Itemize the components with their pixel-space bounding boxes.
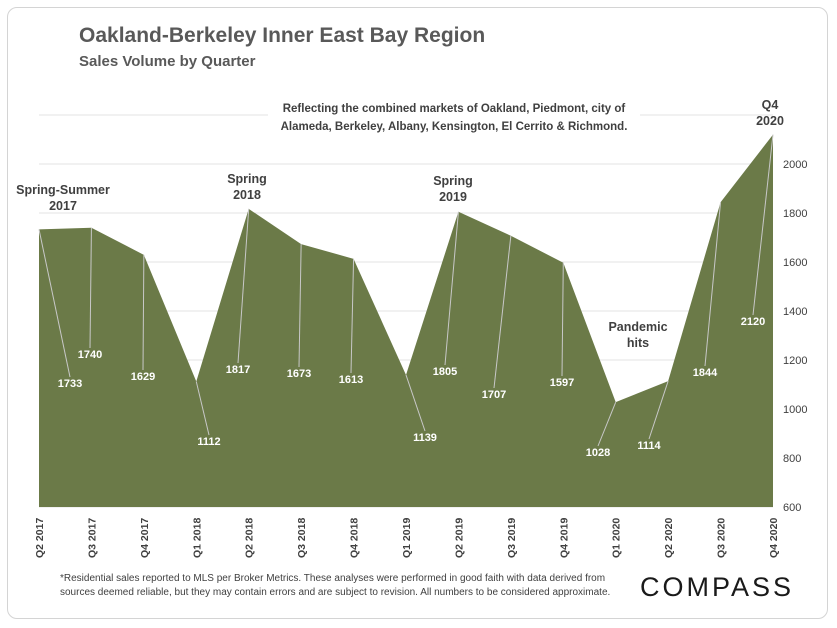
chart-title: Oakland-Berkeley Inner East Bay Region: [79, 24, 486, 47]
y-tick-label: 600: [783, 502, 801, 514]
data-label: 1733: [58, 378, 82, 390]
data-label: 1629: [131, 371, 155, 383]
leader-line: [597, 401, 617, 447]
data-label: 1817: [226, 364, 250, 376]
leader-line: [350, 258, 355, 374]
annotation-label: Spring-Summer: [16, 183, 110, 197]
x-tick-label: Q2 2017: [34, 518, 46, 558]
region-note-line-1: Reflecting the combined markets of Oakla…: [282, 103, 626, 115]
leader-line: [648, 380, 669, 440]
data-label: 1673: [287, 368, 311, 380]
y-tick-label: 1200: [783, 355, 807, 367]
annotation-label: 2017: [49, 199, 77, 213]
data-label: 2120: [741, 316, 765, 328]
y-tick-label: 1400: [783, 306, 807, 318]
leader-line: [704, 202, 722, 367]
leader-line: [195, 381, 210, 436]
data-label: 1139: [413, 432, 437, 444]
annotation-label: Spring: [227, 172, 267, 186]
x-tick-label: Q4 2019: [558, 518, 570, 558]
leader-line: [493, 235, 512, 389]
data-label: 1707: [482, 389, 506, 401]
x-tick-label: Q1 2020: [611, 518, 623, 558]
leader-line: [752, 134, 774, 316]
footnote: *Residential sales reported to MLS per B…: [60, 573, 611, 598]
data-label: 1844: [693, 367, 718, 379]
x-tick-label: Q4 2017: [139, 518, 151, 558]
data-label: 1114: [637, 440, 661, 452]
data-label: 1805: [433, 366, 457, 378]
x-tick-label: Q3 2020: [716, 518, 728, 558]
data-label: 1112: [197, 436, 220, 448]
annotation-label: 2018: [233, 188, 261, 202]
annotation-label: 2019: [439, 190, 467, 204]
region-note-line-2: Alameda, Berkeley, Albany, Kensington, E…: [280, 121, 628, 133]
leader-line: [237, 208, 250, 364]
leader-line: [298, 244, 302, 368]
chart-subtitle: Sales Volume by Quarter: [79, 53, 256, 70]
data-label: 1597: [550, 377, 574, 389]
x-tick-label: Q1 2019: [401, 518, 413, 558]
leader-line: [142, 254, 145, 371]
annotation-label: 2020: [756, 114, 784, 128]
leader-line: [38, 229, 71, 378]
annotation-label: Spring: [433, 174, 473, 188]
leader-line: [561, 262, 564, 377]
x-tick-label: Q3 2019: [506, 518, 518, 558]
y-tick-label: 2000: [783, 159, 807, 171]
region-note: Reflecting the combined markets of Oakla…: [268, 100, 640, 136]
data-label: 1740: [78, 349, 102, 361]
sales-area: [39, 134, 773, 507]
x-tick-label: Q2 2020: [663, 518, 675, 558]
y-tick-label: 1000: [783, 404, 807, 416]
x-tick-label: Q4 2020: [768, 518, 780, 558]
x-tick-label: Q2 2018: [244, 518, 256, 558]
x-tick-label: Q3 2018: [296, 518, 308, 558]
y-tick-label: 1800: [783, 208, 807, 220]
y-tick-label: 800: [783, 453, 801, 465]
leader-line: [444, 211, 459, 366]
leader-line: [89, 227, 92, 349]
x-tick-label: Q3 2017: [86, 518, 98, 558]
x-tick-label: Q4 2018: [349, 518, 361, 558]
annotation-label: hits: [627, 336, 649, 350]
y-tick-label: 1600: [783, 257, 807, 269]
compass-logo: COMPASS: [640, 572, 795, 602]
x-tick-label: Q2 2019: [453, 518, 465, 558]
annotation-label: Pandemic: [608, 320, 667, 334]
x-tick-label: Q1 2018: [191, 518, 203, 558]
annotation-label: Q4: [762, 98, 779, 112]
leader-line: [405, 374, 426, 432]
data-label: 1613: [339, 374, 363, 386]
data-label: 1028: [586, 447, 610, 459]
